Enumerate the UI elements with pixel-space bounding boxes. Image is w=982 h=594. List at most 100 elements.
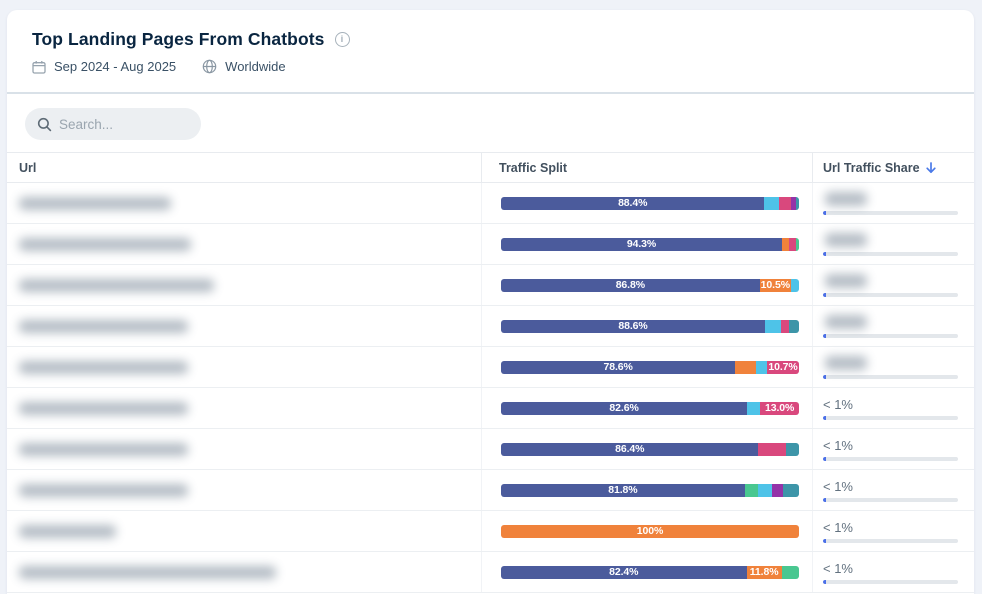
traffic-split-segment-label: 11.8%: [749, 566, 779, 579]
table-row: 100% < 1%: [7, 511, 974, 552]
share-progress-track: [823, 580, 958, 584]
traffic-split-cell: 86.8% 10.5%: [481, 265, 812, 305]
share-progress-track: [823, 375, 958, 379]
traffic-split-segment-label: 10.5%: [760, 279, 790, 292]
share-progress-track: [823, 498, 958, 502]
traffic-split-bar: 88.4%: [501, 197, 799, 210]
traffic-split-segment: 81.8%: [501, 484, 745, 497]
table-row: 78.6% 10.7%: [7, 347, 974, 388]
traffic-split-segment-label: 88.4%: [618, 197, 648, 210]
traffic-split-segment: [789, 238, 796, 251]
traffic-split-cell: 88.6%: [481, 306, 812, 346]
redacted-url[interactable]: [19, 525, 116, 538]
share-progress-fill: [823, 416, 826, 420]
table-body: 88.4% 94.3% 86.8% 10.5%: [7, 183, 974, 593]
url-traffic-share-cell: < 1%: [812, 470, 974, 510]
traffic-split-bar: 81.8%: [501, 484, 799, 497]
url-traffic-share-value: [823, 315, 974, 331]
url-traffic-share-value: [823, 192, 974, 208]
url-traffic-share-cell: < 1%: [812, 388, 974, 428]
traffic-split-bar: 78.6% 10.7%: [501, 361, 799, 374]
share-progress-track: [823, 416, 958, 420]
info-icon[interactable]: i: [334, 32, 350, 47]
share-progress-fill: [823, 498, 826, 502]
url-traffic-share-value: < 1%: [823, 438, 853, 453]
share-progress-fill: [823, 457, 826, 461]
traffic-split-cell: 94.3%: [481, 224, 812, 264]
traffic-split-cell: 86.4%: [481, 429, 812, 469]
sort-desc-icon: [925, 161, 936, 173]
redacted-url[interactable]: [19, 402, 188, 415]
traffic-split-segment: [785, 443, 799, 456]
traffic-split-segment: 82.4%: [501, 566, 747, 579]
widget-header: Top Landing Pages From Chatbots i Sep 20…: [7, 10, 974, 94]
table-row: 88.4%: [7, 183, 974, 224]
table-row: 86.8% 10.5%: [7, 265, 974, 306]
url-traffic-share-value: < 1%: [823, 479, 853, 494]
traffic-split-segment-label: 81.8%: [608, 484, 638, 497]
traffic-split-segment: [782, 238, 790, 251]
search-box[interactable]: [25, 108, 201, 140]
traffic-split-segment-label: 86.4%: [615, 443, 645, 456]
traffic-split-segment-label: 10.7%: [768, 361, 798, 374]
redacted-url[interactable]: [19, 484, 188, 497]
share-progress-track: [823, 539, 958, 543]
traffic-split-segment: [771, 484, 784, 497]
share-progress-fill: [823, 375, 826, 379]
table-row: 82.6% 13.0% < 1%: [7, 388, 974, 429]
redacted-share-value: [825, 356, 867, 370]
url-cell: [7, 470, 481, 510]
url-traffic-share-cell: < 1%: [812, 511, 974, 551]
url-cell: [7, 306, 481, 346]
traffic-split-segment-label: 88.6%: [618, 320, 648, 333]
traffic-split-segment: [791, 197, 796, 210]
traffic-split-segment: [756, 361, 768, 374]
traffic-split-segment: 10.7%: [767, 361, 799, 374]
share-progress-track: [823, 334, 958, 338]
url-traffic-share-value: [823, 274, 974, 290]
traffic-split-segment-label: 82.4%: [609, 566, 639, 579]
redacted-url[interactable]: [19, 443, 188, 456]
traffic-split-segment: [764, 197, 780, 210]
search-icon: [37, 117, 52, 131]
region-label: Worldwide: [225, 59, 286, 74]
url-traffic-share-value: < 1%: [823, 520, 853, 535]
traffic-split-segment-label: 94.3%: [626, 238, 657, 251]
traffic-split-segment: 94.3%: [501, 238, 782, 251]
url-cell: [7, 388, 481, 428]
share-progress-track: [823, 293, 958, 297]
share-progress-track: [823, 252, 958, 256]
table-row: 88.6%: [7, 306, 974, 347]
url-traffic-share-cell: < 1%: [812, 429, 974, 469]
column-header-url-traffic-share-label: Url Traffic Share: [823, 160, 920, 175]
traffic-split-segment: 88.6%: [501, 320, 766, 333]
traffic-split-segment: [783, 484, 799, 497]
redacted-share-value: [825, 274, 867, 288]
url-traffic-share-value: [823, 356, 974, 372]
redacted-url[interactable]: [19, 361, 188, 374]
traffic-split-segment-label: 100%: [636, 525, 664, 538]
table-row: 82.4% 11.8% < 1%: [7, 552, 974, 593]
traffic-split-segment: [795, 238, 799, 251]
column-header-url-traffic-share[interactable]: Url Traffic Share: [812, 153, 974, 182]
url-cell: [7, 183, 481, 223]
redacted-url[interactable]: [19, 566, 276, 579]
url-traffic-share-cell: [812, 224, 974, 264]
share-progress-track: [823, 211, 958, 215]
traffic-split-segment: 13.0%: [760, 402, 799, 415]
url-cell: [7, 552, 481, 592]
redacted-url[interactable]: [19, 279, 214, 292]
redacted-url[interactable]: [19, 197, 171, 210]
redacted-share-value: [825, 192, 867, 206]
traffic-split-segment: 88.4%: [501, 197, 765, 210]
traffic-split-segment: [795, 197, 799, 210]
globe-icon: [202, 59, 217, 74]
redacted-url[interactable]: [19, 238, 191, 251]
traffic-split-segment: 86.4%: [501, 443, 759, 456]
redacted-url[interactable]: [19, 320, 188, 333]
search-input[interactable]: [59, 116, 179, 132]
share-progress-fill: [823, 580, 826, 584]
traffic-split-segment: 11.8%: [746, 566, 782, 579]
traffic-split-cell: 82.6% 13.0%: [481, 388, 812, 428]
traffic-split-segment: 82.6%: [501, 402, 748, 415]
